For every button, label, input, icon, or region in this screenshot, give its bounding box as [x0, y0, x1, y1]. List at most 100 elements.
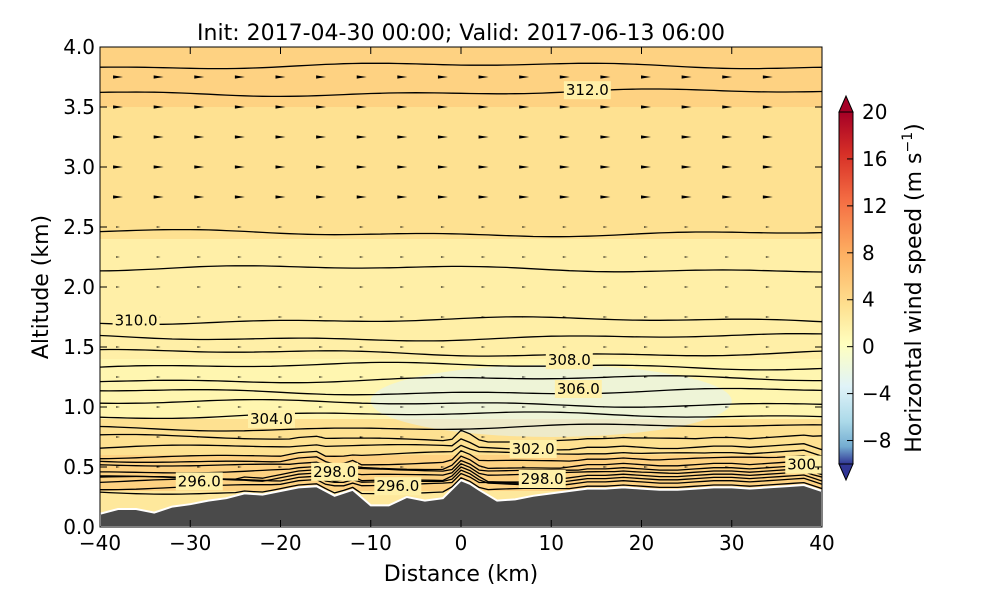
wind-vector	[725, 256, 730, 258]
wind-vector	[356, 105, 367, 109]
theta-line-12	[100, 411, 822, 420]
chart-title: Init: 2017-04-30 00:00; Valid: 2017-06-1…	[197, 21, 725, 46]
wind-vector	[522, 466, 527, 468]
wind-vector	[641, 195, 652, 199]
wind-speed-field	[100, 47, 822, 527]
wind-vector	[522, 226, 527, 228]
wind-vector	[319, 226, 324, 228]
theta-line-5	[100, 459, 822, 474]
wind-vector	[641, 135, 652, 139]
wind-vector	[519, 75, 530, 79]
wind-vector	[319, 376, 324, 378]
wind-vector	[519, 135, 530, 139]
contour-label-background	[374, 477, 422, 496]
wind-vector	[478, 75, 489, 79]
theta-line-9	[100, 438, 822, 451]
wind-vector	[197, 466, 202, 468]
wind-vector	[762, 75, 773, 79]
wind-vector	[116, 466, 121, 468]
wind-vector	[156, 256, 161, 258]
wind-vector	[641, 75, 652, 79]
wind-vector	[440, 346, 445, 348]
wind-vector	[559, 105, 570, 109]
wind-vector	[603, 376, 608, 378]
wind-vector	[722, 195, 733, 199]
wind-vector	[562, 436, 567, 438]
wind-vector	[237, 256, 242, 258]
theta-line-23	[100, 62, 822, 70]
wind-vector	[153, 165, 164, 169]
contour-label-296: 296.0	[376, 477, 419, 495]
colorbar-label: Horizontal wind speed (m s−1)	[900, 123, 927, 453]
colorbar-label-exponent: −1	[900, 132, 916, 153]
wind-vector	[722, 165, 733, 169]
wind-vector	[397, 105, 408, 109]
wind-vector	[600, 135, 611, 139]
wind-vector	[481, 376, 486, 378]
wind-vector	[440, 436, 445, 438]
wind-vector	[275, 105, 286, 109]
wind-vector	[559, 165, 570, 169]
wind-vector	[522, 286, 527, 288]
colorbar-tick-label: 4	[862, 288, 875, 312]
contour-label-background	[563, 81, 611, 100]
wind-vector	[600, 165, 611, 169]
x-tick-label: −30	[169, 531, 211, 555]
wind-vector	[559, 75, 570, 79]
wind-vector	[197, 346, 202, 348]
plot-area: 296.0 296.0 298.0 298.0 300. 302.0 304.0 306.0 3…	[100, 47, 822, 527]
theta-line-16	[100, 361, 822, 371]
y-axis-ticks: 0.0 0.5 1.0 1.5 2.0 2.5 3.0 3.5 4.0	[63, 35, 822, 539]
wind-vector	[762, 165, 773, 169]
wind-vector	[316, 165, 327, 169]
wind-vector	[237, 316, 242, 318]
wind-vector	[359, 436, 364, 438]
wind-vector	[522, 436, 527, 438]
wind-vector	[440, 226, 445, 228]
theta-line-11	[100, 423, 822, 432]
colorbar-tick-label: 8	[862, 241, 875, 265]
wind-vector	[278, 256, 283, 258]
terrain-fill	[100, 479, 822, 527]
wind-vector	[725, 316, 730, 318]
wind-vectors	[113, 75, 773, 468]
wind-vector	[156, 346, 161, 348]
colorbar-ticks: 20 16 12 8 4 0 −4 −8	[847, 100, 891, 453]
wind-vector	[644, 466, 649, 468]
contour-label-background	[311, 462, 359, 481]
wind-vector	[762, 195, 773, 199]
wind-vector	[156, 376, 161, 378]
wind-vector	[481, 346, 486, 348]
wind-vector	[400, 316, 405, 318]
contour-label-298: 298.0	[313, 463, 356, 481]
wind-vector	[197, 436, 202, 438]
wind-vector	[316, 105, 327, 109]
contour-label-background	[247, 410, 295, 428]
wind-vector	[400, 436, 405, 438]
wind-vector	[522, 406, 527, 408]
colorbar-tick-label: 12	[862, 194, 887, 218]
wind-vector	[684, 436, 689, 438]
y-tick-label: 1.0	[63, 395, 95, 419]
wind-vector	[765, 286, 770, 288]
wind-vector	[725, 436, 730, 438]
contour-label-background	[175, 472, 223, 491]
wind-vector	[278, 316, 283, 318]
theta-line-6	[100, 455, 822, 471]
wind-vector	[644, 346, 649, 348]
wind-vector	[681, 165, 692, 169]
wind-vector	[562, 316, 567, 318]
wind-vector	[684, 286, 689, 288]
y-tick-label: 4.0	[63, 35, 95, 59]
wind-vector	[562, 406, 567, 408]
colorbar-tick-label: 0	[862, 335, 875, 359]
x-axis-label: Distance (km)	[384, 562, 539, 587]
theta-line-18	[100, 332, 822, 342]
wind-vector	[559, 135, 570, 139]
wind-vector	[356, 165, 367, 169]
wind-vector	[197, 256, 202, 258]
wind-vector	[765, 346, 770, 348]
wind-vector	[359, 466, 364, 468]
wind-vector	[237, 466, 242, 468]
wind-vector	[684, 226, 689, 228]
